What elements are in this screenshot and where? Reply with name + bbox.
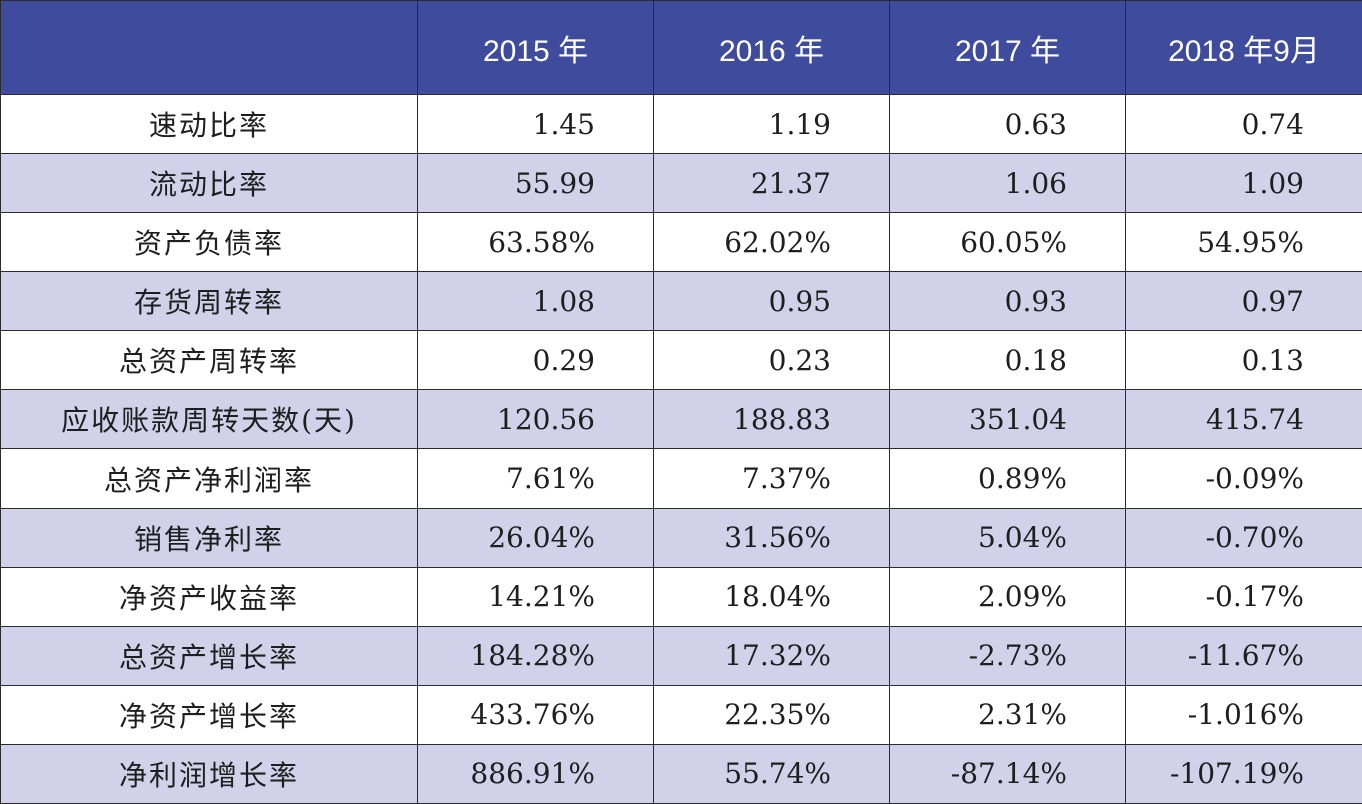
value-cell: 188.83 <box>653 389 890 450</box>
value-cell: 1.45 <box>417 93 654 155</box>
row-label: 应收账款周转天数(天) <box>0 389 418 450</box>
value-cell: 7.37% <box>653 448 890 509</box>
row-label: 总资产净利润率 <box>0 448 418 509</box>
value-cell: 120.56 <box>417 389 654 450</box>
header-row: 2015 年 2016 年 2017 年 2018 年9月 <box>0 0 1362 95</box>
value-cell: 62.02% <box>653 212 890 273</box>
value-cell: 54.95% <box>1125 212 1362 273</box>
value-cell: 351.04 <box>889 389 1126 450</box>
value-cell: 31.56% <box>653 507 890 568</box>
header-year-2018-sep: 2018 年9月 <box>1125 0 1362 95</box>
value-cell: 14.21% <box>417 566 654 627</box>
table-row: 存货周转率 1.08 0.95 0.93 0.97 <box>0 271 1362 332</box>
row-label: 净资产增长率 <box>0 684 418 745</box>
row-label: 总资产增长率 <box>0 625 418 686</box>
value-cell: 0.93 <box>889 271 1126 332</box>
value-cell: 21.37 <box>653 153 890 214</box>
value-cell: 1.09 <box>1125 153 1362 214</box>
row-label: 存货周转率 <box>0 271 418 332</box>
table-row: 总资产周转率 0.29 0.23 0.18 0.13 <box>0 330 1362 391</box>
value-cell: 18.04% <box>653 566 890 627</box>
table-row: 总资产增长率 184.28% 17.32% -2.73% -11.67% <box>0 625 1362 686</box>
table-row: 速动比率 1.45 1.19 0.63 0.74 <box>0 93 1362 155</box>
value-cell: 1.08 <box>417 271 654 332</box>
value-cell: -11.67% <box>1125 625 1362 686</box>
header-corner-cell <box>0 0 418 95</box>
table-row: 总资产净利润率 7.61% 7.37% 0.89% -0.09% <box>0 448 1362 509</box>
value-cell: 17.32% <box>653 625 890 686</box>
table-row: 资产负债率 63.58% 62.02% 60.05% 54.95% <box>0 212 1362 273</box>
value-cell: 0.95 <box>653 271 890 332</box>
row-label: 总资产周转率 <box>0 330 418 391</box>
value-cell: 886.91% <box>417 743 654 804</box>
table-header: 2015 年 2016 年 2017 年 2018 年9月 <box>0 0 1362 95</box>
value-cell: 433.76% <box>417 684 654 745</box>
value-cell: 55.74% <box>653 743 890 804</box>
value-cell: 0.63 <box>889 93 1126 155</box>
value-cell: -2.73% <box>889 625 1126 686</box>
table-row: 净资产收益率 14.21% 18.04% 2.09% -0.17% <box>0 566 1362 627</box>
row-label: 资产负债率 <box>0 212 418 273</box>
value-cell: 63.58% <box>417 212 654 273</box>
row-label: 净资产收益率 <box>0 566 418 627</box>
value-cell: 415.74 <box>1125 389 1362 450</box>
table-row: 净资产增长率 433.76% 22.35% 2.31% -1.016% <box>0 684 1362 745</box>
value-cell: -0.70% <box>1125 507 1362 568</box>
table-row: 净利润增长率 886.91% 55.74% -87.14% -107.19% <box>0 743 1362 804</box>
value-cell: 0.18 <box>889 330 1126 391</box>
table-row: 流动比率 55.99 21.37 1.06 1.09 <box>0 153 1362 214</box>
value-cell: -0.09% <box>1125 448 1362 509</box>
value-cell: 7.61% <box>417 448 654 509</box>
value-cell: -107.19% <box>1125 743 1362 804</box>
value-cell: 184.28% <box>417 625 654 686</box>
header-year-2017: 2017 年 <box>889 0 1126 95</box>
header-year-2015: 2015 年 <box>417 0 654 95</box>
value-cell: 22.35% <box>653 684 890 745</box>
value-cell: 0.29 <box>417 330 654 391</box>
table-row: 应收账款周转天数(天) 120.56 188.83 351.04 415.74 <box>0 389 1362 450</box>
value-cell: -0.17% <box>1125 566 1362 627</box>
row-label: 速动比率 <box>0 93 418 155</box>
value-cell: 0.13 <box>1125 330 1362 391</box>
value-cell: 0.97 <box>1125 271 1362 332</box>
value-cell: 1.19 <box>653 93 890 155</box>
header-year-2016: 2016 年 <box>653 0 890 95</box>
value-cell: 2.09% <box>889 566 1126 627</box>
value-cell: -87.14% <box>889 743 1126 804</box>
value-cell: 5.04% <box>889 507 1126 568</box>
row-label: 净利润增长率 <box>0 743 418 804</box>
table-body: 速动比率 1.45 1.19 0.63 0.74 流动比率 55.99 21.37 1.06 1.… <box>0 93 1362 804</box>
table-row: 销售净利率 26.04% 31.56% 5.04% -0.70% <box>0 507 1362 568</box>
value-cell: 0.23 <box>653 330 890 391</box>
value-cell: 1.06 <box>889 153 1126 214</box>
value-cell: 0.74 <box>1125 93 1362 155</box>
value-cell: 55.99 <box>417 153 654 214</box>
value-cell: 26.04% <box>417 507 654 568</box>
value-cell: 60.05% <box>889 212 1126 273</box>
value-cell: -1.016% <box>1125 684 1362 745</box>
row-label: 销售净利率 <box>0 507 418 568</box>
value-cell: 0.89% <box>889 448 1126 509</box>
row-label: 流动比率 <box>0 153 418 214</box>
value-cell: 2.31% <box>889 684 1126 745</box>
